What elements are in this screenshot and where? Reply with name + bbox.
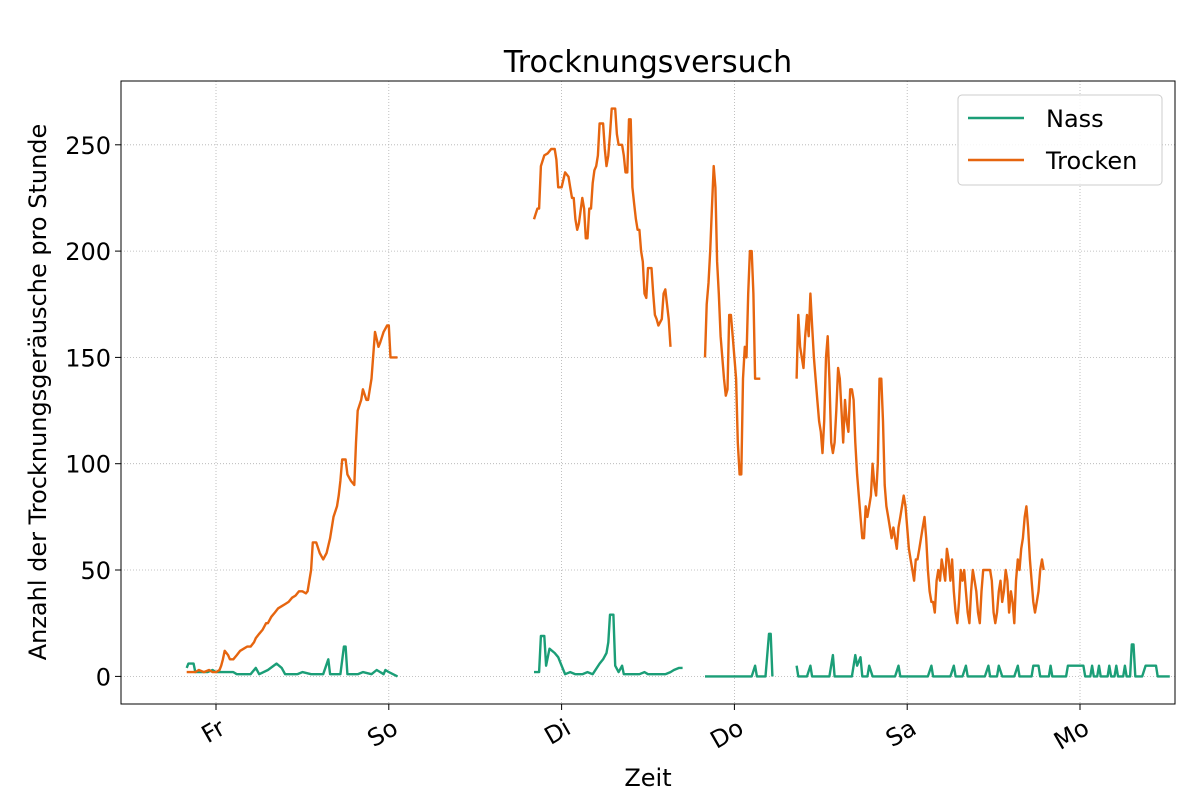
y-tick-label: 200 [65,238,111,266]
legend: Nass Trocken [957,94,1163,186]
series-line-nass [534,613,683,676]
y-axis-title: Anzahl der Trocknungsgeräusche pro Stund… [24,124,52,661]
y-tick-label: 250 [65,132,111,160]
y-tick-label: 100 [65,451,111,479]
legend-label-nass: Nass [1046,105,1104,133]
y-tick-label: 50 [80,557,111,585]
grid [121,81,1175,704]
series-line-nass [705,632,774,678]
series-lines [185,107,1170,678]
y-tick-label: 150 [65,344,111,372]
y-axis: 0 50 100 150 200 250 [65,132,121,691]
series-line-trocken [703,164,761,476]
plot-frame [120,80,1176,705]
series-trocken [186,107,1045,674]
series-line-trocken [186,324,398,674]
chart-title: Trocknungsversuch [503,45,792,80]
x-axis-title: Zeit [624,764,671,792]
series-line-trocken [532,107,672,347]
y-tick-label: 0 [96,663,111,691]
series-line-trocken [795,292,1045,625]
series-line-nass [795,643,1170,678]
legend-label-trocken: Trocken [1045,147,1137,175]
